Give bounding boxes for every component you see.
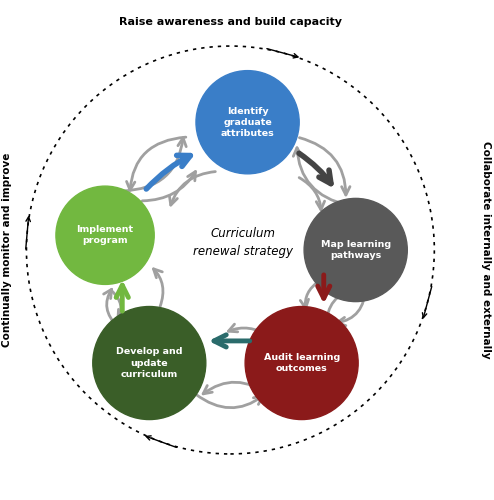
Text: Collaborate internally and externally: Collaborate internally and externally [481,141,491,359]
FancyArrowPatch shape [326,288,355,326]
FancyArrowPatch shape [142,172,196,201]
FancyArrowPatch shape [154,269,163,306]
Text: Implement
program: Implement program [77,225,134,246]
Text: Raise awareness and build capacity: Raise awareness and build capacity [119,16,342,26]
Text: Continually monitor and improve: Continually monitor and improve [2,153,12,347]
FancyArrowPatch shape [112,291,126,318]
FancyArrowPatch shape [299,178,325,210]
FancyArrowPatch shape [104,290,118,327]
FancyArrowPatch shape [337,287,366,326]
Circle shape [196,70,299,174]
FancyArrowPatch shape [126,137,186,190]
Text: Audit learning
outcomes: Audit learning outcomes [263,353,340,373]
FancyArrowPatch shape [300,281,319,308]
FancyArrowPatch shape [299,154,331,184]
FancyArrowPatch shape [169,172,215,205]
Circle shape [56,186,154,284]
FancyArrowPatch shape [293,148,348,205]
Circle shape [93,306,206,420]
Text: Develop and
update
curriculum: Develop and update curriculum [116,348,183,378]
Text: Map learning
pathways: Map learning pathways [321,240,391,260]
Circle shape [304,198,408,302]
Text: Identify
graduate
attributes: Identify graduate attributes [221,106,275,138]
FancyArrowPatch shape [123,138,186,191]
FancyArrowPatch shape [196,394,263,407]
FancyArrowPatch shape [299,138,350,195]
FancyArrowPatch shape [146,156,190,189]
FancyArrowPatch shape [203,382,270,396]
Circle shape [245,306,358,420]
Text: Curriculum
renewal strategy: Curriculum renewal strategy [193,227,292,258]
FancyArrowPatch shape [228,324,270,337]
